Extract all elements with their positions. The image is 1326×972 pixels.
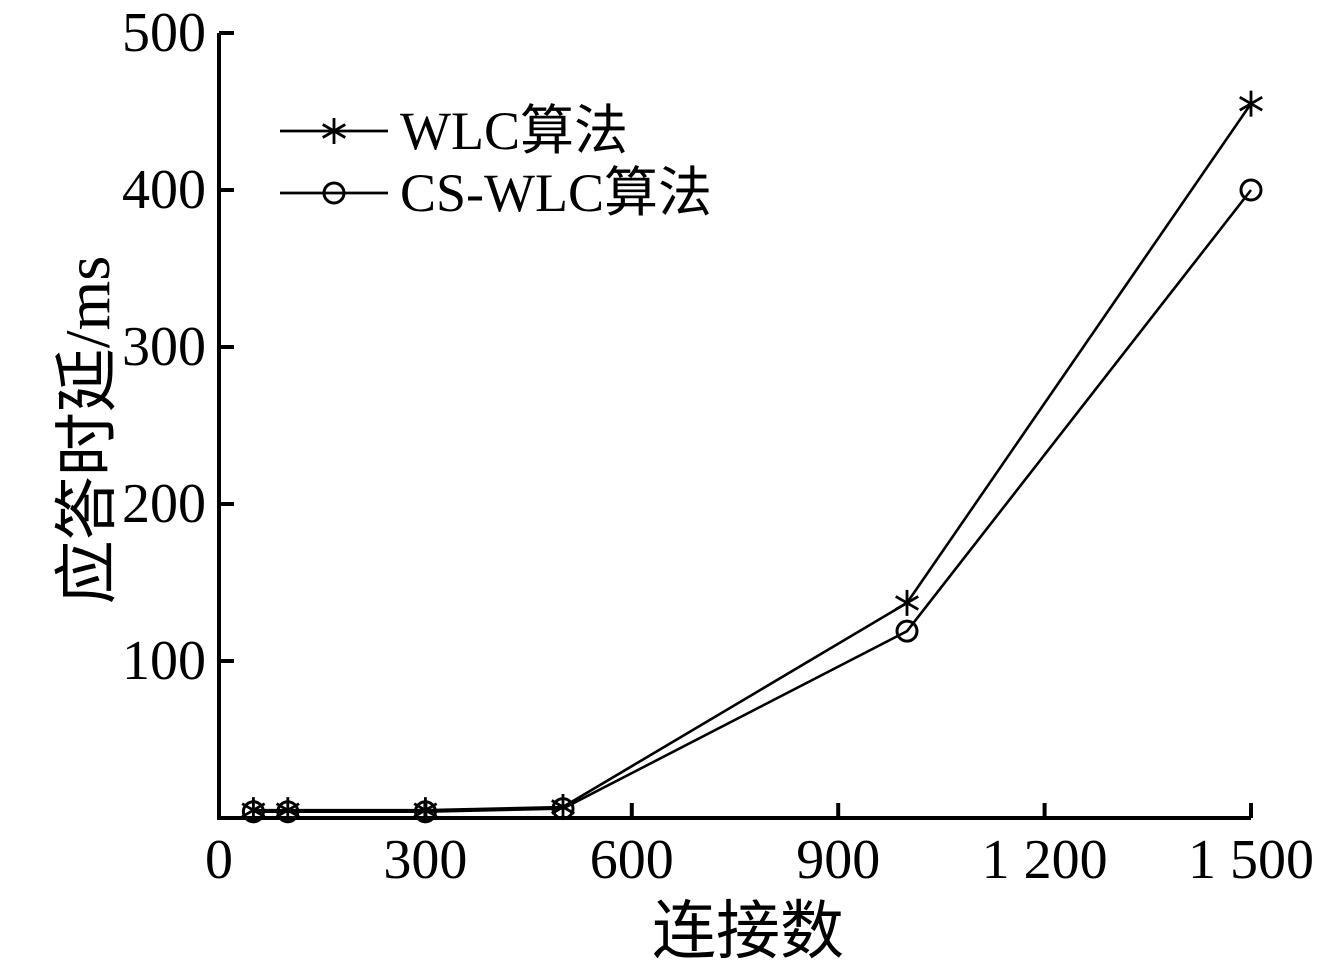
- x-tick-label: 1 500: [1188, 829, 1314, 891]
- y-tick-label: 300: [122, 316, 206, 378]
- y-axis-title: 应答时延/ms: [52, 255, 123, 605]
- x-tick-label: 900: [796, 829, 881, 891]
- legend-item-cs-wlc: CS-WLC算法: [278, 162, 712, 224]
- x-tick-label: 0: [205, 829, 233, 891]
- cs-wlc-line-circle-marker-icon: [280, 181, 388, 205]
- legend-item-wlc: WLC算法: [278, 100, 712, 162]
- y-tick-label: 400: [122, 159, 206, 221]
- x-tick-label: 1 200: [981, 829, 1108, 891]
- x-tick-label: 300: [383, 829, 468, 891]
- y-tick-label: 500: [122, 2, 206, 64]
- x-axis-title: 连接数: [652, 896, 844, 967]
- y-tick-label: 100: [122, 630, 206, 692]
- legend: WLC算法 CS-WLC算法: [278, 100, 712, 224]
- legend-label-wlc: WLC算法: [400, 101, 628, 161]
- wlc-line-asterisk-marker-icon: [280, 118, 388, 144]
- y-tick-label: 200: [122, 473, 206, 535]
- x-tick-label: 600: [589, 829, 674, 891]
- legend-label-cs-wlc: CS-WLC算法: [400, 163, 713, 223]
